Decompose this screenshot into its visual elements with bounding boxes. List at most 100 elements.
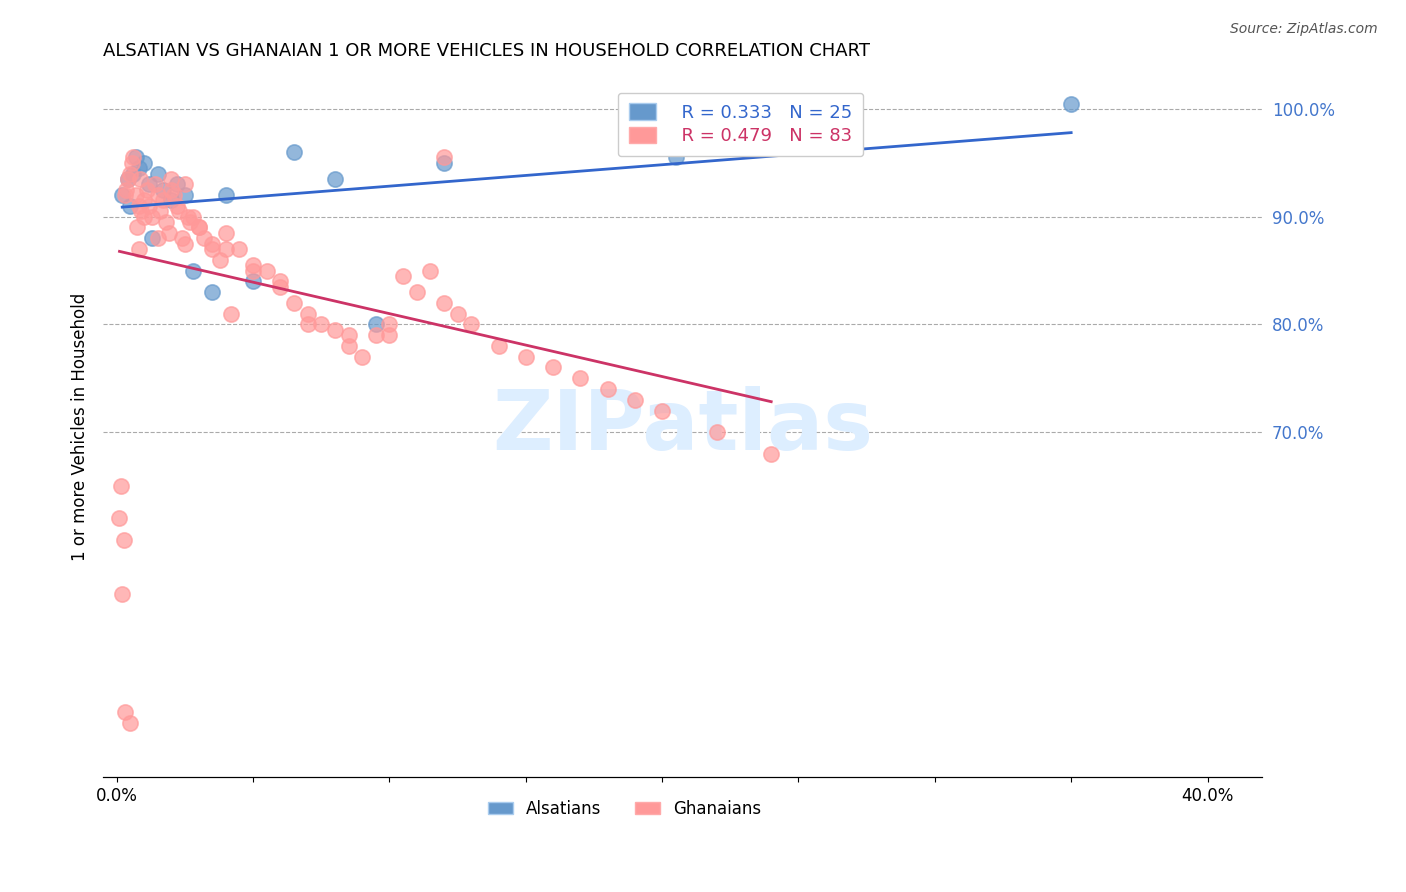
Ghanaians bbox=[127, 220, 149, 235]
Ghanaians bbox=[128, 199, 150, 213]
Alsatians bbox=[215, 188, 238, 202]
Alsatians bbox=[132, 155, 155, 169]
Ghanaians bbox=[120, 716, 142, 731]
Alsatians bbox=[166, 178, 188, 192]
Ghanaians bbox=[221, 307, 243, 321]
Alsatians bbox=[117, 172, 139, 186]
Alsatians bbox=[842, 134, 865, 148]
Ghanaians bbox=[138, 199, 160, 213]
Ghanaians bbox=[132, 210, 155, 224]
Alsatians bbox=[1060, 96, 1083, 111]
Ghanaians bbox=[337, 339, 360, 353]
Alsatians bbox=[138, 178, 160, 192]
Ghanaians bbox=[129, 172, 152, 186]
Alsatians bbox=[160, 194, 183, 208]
Ghanaians bbox=[135, 183, 157, 197]
Ghanaians bbox=[152, 194, 174, 208]
Ghanaians bbox=[110, 479, 132, 493]
Text: ALSATIAN VS GHANAIAN 1 OR MORE VEHICLES IN HOUSEHOLD CORRELATION CHART: ALSATIAN VS GHANAIAN 1 OR MORE VEHICLES … bbox=[103, 42, 870, 60]
Ghanaians bbox=[201, 242, 224, 256]
Ghanaians bbox=[242, 258, 264, 272]
Alsatians bbox=[181, 263, 204, 277]
Ghanaians bbox=[149, 204, 172, 219]
Ghanaians bbox=[433, 150, 456, 164]
Alsatians bbox=[323, 172, 346, 186]
Ghanaians bbox=[125, 188, 148, 202]
Ghanaians bbox=[172, 231, 194, 245]
Ghanaians bbox=[352, 350, 374, 364]
Ghanaians bbox=[283, 296, 305, 310]
Ghanaians bbox=[117, 172, 139, 186]
Ghanaians bbox=[132, 194, 155, 208]
Ghanaians bbox=[115, 183, 138, 197]
Ghanaians bbox=[174, 178, 197, 192]
Ghanaians bbox=[624, 392, 647, 407]
Ghanaians bbox=[179, 215, 201, 229]
Ghanaians bbox=[297, 318, 319, 332]
Ghanaians bbox=[215, 242, 238, 256]
Ghanaians bbox=[174, 236, 197, 251]
Text: ZIPatlas: ZIPatlas bbox=[492, 386, 873, 467]
Ghanaians bbox=[706, 425, 728, 439]
Alsatians bbox=[174, 188, 197, 202]
Alsatians bbox=[120, 199, 142, 213]
Ghanaians bbox=[405, 285, 427, 299]
Ghanaians bbox=[187, 220, 209, 235]
Alsatians bbox=[283, 145, 305, 159]
Ghanaians bbox=[269, 274, 291, 288]
Ghanaians bbox=[121, 155, 143, 169]
Ghanaians bbox=[111, 587, 134, 601]
Alsatians bbox=[146, 167, 169, 181]
Alsatians bbox=[665, 150, 688, 164]
Ghanaians bbox=[176, 210, 198, 224]
Ghanaians bbox=[169, 204, 191, 219]
Ghanaians bbox=[460, 318, 482, 332]
Ghanaians bbox=[155, 215, 177, 229]
Ghanaians bbox=[488, 339, 510, 353]
Y-axis label: 1 or more Vehicles in Household: 1 or more Vehicles in Household bbox=[72, 293, 89, 561]
Ghanaians bbox=[201, 236, 224, 251]
Ghanaians bbox=[433, 296, 456, 310]
Ghanaians bbox=[114, 705, 136, 719]
Ghanaians bbox=[131, 204, 153, 219]
Ghanaians bbox=[256, 263, 278, 277]
Alsatians bbox=[111, 188, 134, 202]
Text: Source: ZipAtlas.com: Source: ZipAtlas.com bbox=[1230, 22, 1378, 37]
Ghanaians bbox=[515, 350, 537, 364]
Ghanaians bbox=[160, 172, 183, 186]
Alsatians bbox=[125, 150, 148, 164]
Ghanaians bbox=[141, 210, 163, 224]
Ghanaians bbox=[392, 268, 415, 283]
Ghanaians bbox=[128, 242, 150, 256]
Ghanaians bbox=[120, 167, 142, 181]
Ghanaians bbox=[364, 328, 387, 343]
Ghanaians bbox=[446, 307, 468, 321]
Ghanaians bbox=[541, 360, 564, 375]
Ghanaians bbox=[112, 533, 135, 547]
Ghanaians bbox=[209, 252, 232, 267]
Ghanaians bbox=[215, 226, 238, 240]
Ghanaians bbox=[157, 226, 180, 240]
Ghanaians bbox=[378, 318, 401, 332]
Ghanaians bbox=[146, 231, 169, 245]
Ghanaians bbox=[761, 447, 783, 461]
Ghanaians bbox=[378, 328, 401, 343]
Ghanaians bbox=[160, 183, 183, 197]
Ghanaians bbox=[143, 178, 166, 192]
Ghanaians bbox=[651, 403, 673, 417]
Ghanaians bbox=[311, 318, 333, 332]
Ghanaians bbox=[166, 199, 188, 213]
Alsatians bbox=[141, 231, 163, 245]
Ghanaians bbox=[297, 307, 319, 321]
Alsatians bbox=[122, 167, 145, 181]
Alsatians bbox=[152, 183, 174, 197]
Ghanaians bbox=[187, 220, 209, 235]
Ghanaians bbox=[114, 188, 136, 202]
Ghanaians bbox=[269, 279, 291, 293]
Ghanaians bbox=[108, 511, 131, 525]
Ghanaians bbox=[193, 231, 215, 245]
Alsatians bbox=[128, 161, 150, 176]
Ghanaians bbox=[181, 210, 204, 224]
Legend: Alsatians, Ghanaians: Alsatians, Ghanaians bbox=[481, 793, 768, 824]
Ghanaians bbox=[569, 371, 592, 385]
